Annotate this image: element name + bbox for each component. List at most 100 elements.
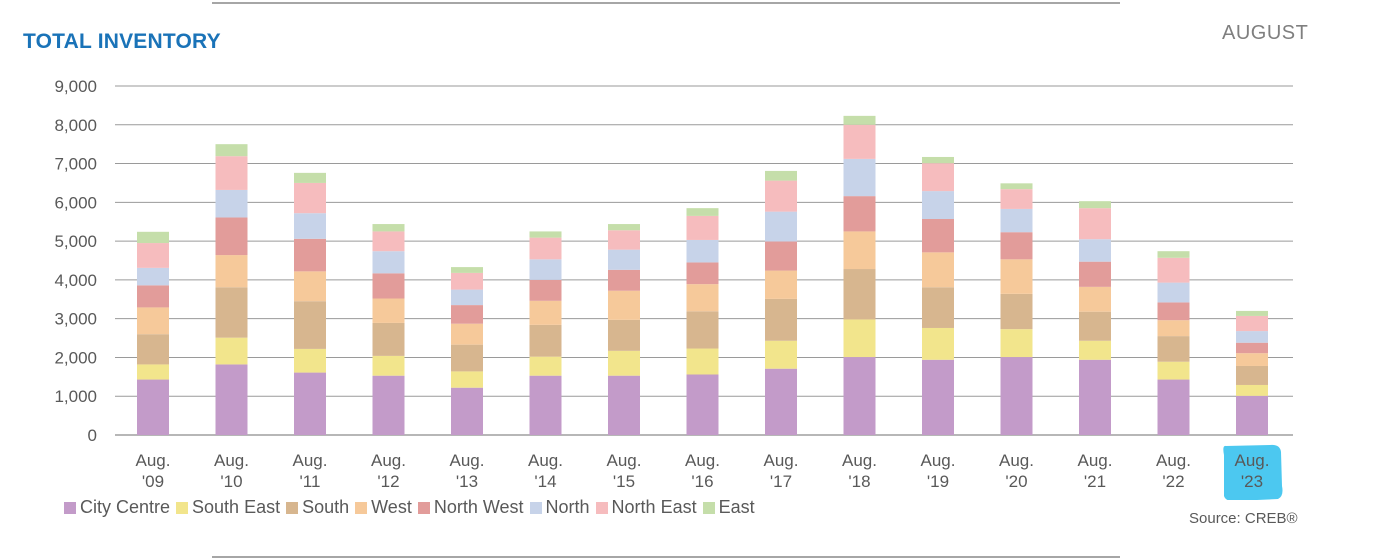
bar-segment [922,163,954,192]
bar-segment [1000,183,1033,190]
bar-segment [1157,320,1190,337]
x-tick-label: Aug. [1235,451,1270,470]
legend-label: East [718,497,755,517]
x-tick-label: '21 [1084,472,1106,491]
y-tick-label: 1,000 [54,387,97,406]
bar-segment [765,368,797,435]
bar-segment [843,124,876,159]
x-axis-ticks: Aug. '09 Aug. '10 Aug. '11 Aug. '12 Aug. '13 Aug. '… [136,451,1270,491]
bar-segment [686,374,719,435]
bar-segment [451,387,483,435]
bar-segment [608,290,640,320]
bar-segment [372,224,405,232]
bar-segment [843,231,876,270]
bar-segment [765,270,797,299]
chart-title: TOTAL INVENTORY [23,30,221,53]
bar-segment [294,172,326,183]
bar-segment [1079,208,1111,240]
legend-label: North [545,497,590,517]
bar-segment [922,359,954,435]
x-tick-label: Aug. [450,451,485,470]
stacked-bar-chart: 0 1,000 2,000 3,000 4,000 5,000 6,000 7,000 8,00… [54,77,1293,500]
bar-segment [1157,251,1190,258]
bar-segment [372,298,405,323]
bar-segment [372,322,405,356]
bar-segment [1079,239,1111,262]
bar-segment [294,182,326,214]
legend-label: North East [611,497,697,517]
bar-segment [372,231,405,252]
bar-segment [215,337,248,365]
bar-segment [294,213,326,239]
bar-segment [608,319,640,351]
legend-label: South East [192,497,281,517]
bar-segment [137,379,169,435]
bar-segment [765,170,797,181]
bar-segment [1000,357,1033,435]
bar-segment [1000,259,1033,294]
x-tick-label: '12 [377,472,399,491]
bar-segment [686,311,719,349]
bar-segment [686,262,719,285]
bar-segment [451,267,483,273]
legend-item: City Centre [64,497,170,518]
legend-swatch [355,501,368,514]
legend: City Centre South East South West North West… [64,497,761,518]
legend-label: South [302,497,350,517]
bar-segment [294,372,326,435]
bar-segment [372,375,405,435]
legend-item: West [355,497,412,518]
x-tick-label: Aug. [293,451,328,470]
bar-segment [765,180,797,212]
bar-segment [1157,336,1190,362]
bar-segment [529,324,562,357]
bar-segment [372,355,405,376]
bar-segment [608,249,640,270]
x-tick-label: Aug. [214,451,249,470]
bar-segment [529,259,562,280]
legend-label: North West [433,497,524,517]
x-tick-label: Aug. [921,451,956,470]
bar-segment [1236,331,1268,343]
bar-segment [608,350,640,376]
bar-segment [1000,189,1033,209]
x-tick-label: '14 [534,472,556,491]
legend-item: South [286,497,349,518]
bar-segment [686,348,719,375]
x-tick-label: Aug. [136,451,171,470]
legend-item: East [702,497,755,518]
bar-segment [1000,293,1033,330]
bar-segment [529,375,562,435]
bar-segment [215,189,248,218]
y-tick-label: 4,000 [54,271,97,290]
legend-swatch [702,501,715,514]
legend-swatch [64,501,76,514]
legend-item: North East [595,497,697,518]
bar-segment [529,237,562,260]
bar-segment [1236,315,1268,332]
bar-segment [1236,310,1268,316]
bar-segment [843,158,876,197]
bars [137,115,1268,435]
x-tick-label: Aug. [1156,451,1191,470]
bar-segment [294,348,326,373]
bar-segment [1157,361,1190,380]
bar-segment [1157,379,1190,435]
x-tick-label: Aug. [528,451,563,470]
x-tick-label: '22 [1162,472,1184,491]
bar-segment [451,371,483,388]
bar-segment [843,196,876,232]
x-tick-label: '09 [142,472,164,491]
bar-segment [529,279,562,301]
highlight-marker [1223,444,1283,500]
bar-segment [1157,257,1190,283]
bar-segment [1079,359,1111,435]
bar-segment [1236,353,1268,366]
bar-segment [451,272,483,290]
bar-segment [215,217,248,256]
x-tick-label: Aug. [1078,451,1113,470]
bar-segment [1079,201,1111,209]
legend-item: North [529,497,590,518]
bar-segment [529,356,562,376]
x-tick-label: '15 [613,472,635,491]
